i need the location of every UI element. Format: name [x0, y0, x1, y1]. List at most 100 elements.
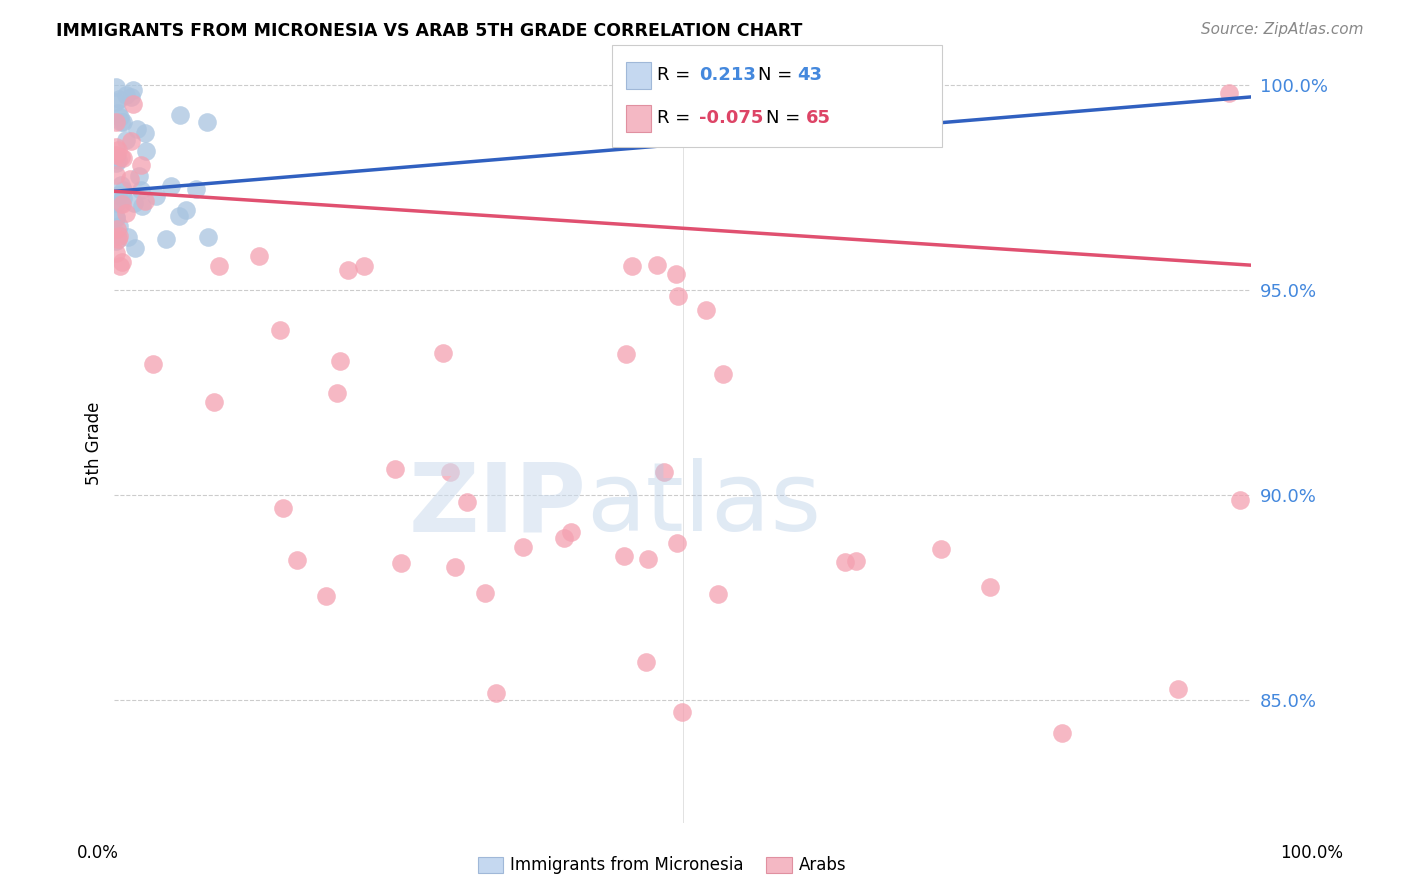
Point — [104, 246, 127, 260]
Point — [636, 655, 658, 669]
Point — [111, 151, 134, 165]
Point — [287, 553, 309, 567]
Point — [110, 178, 132, 192]
Point — [107, 143, 129, 157]
Point — [474, 586, 496, 600]
Text: -0.075: -0.075 — [699, 109, 763, 127]
Point — [107, 153, 129, 167]
Point — [269, 322, 291, 336]
Text: 100.0%: 100.0% — [1279, 844, 1343, 862]
Point — [155, 232, 177, 246]
Point — [115, 205, 138, 219]
Point — [142, 357, 165, 371]
Point — [122, 97, 145, 112]
Text: N =: N = — [766, 109, 806, 127]
Point — [129, 183, 152, 197]
Point — [120, 90, 142, 104]
Point — [108, 197, 131, 211]
Point — [105, 140, 128, 154]
Point — [105, 210, 128, 224]
Point — [695, 302, 717, 317]
Point — [160, 179, 183, 194]
Point — [121, 82, 143, 96]
Point — [111, 197, 134, 211]
Point — [128, 169, 150, 183]
Point — [560, 525, 582, 540]
Text: 0.213: 0.213 — [699, 66, 755, 84]
Point — [184, 182, 207, 196]
Point — [131, 199, 153, 213]
Point — [637, 552, 659, 566]
Text: 65: 65 — [806, 109, 831, 127]
Point — [145, 189, 167, 203]
Point — [105, 235, 128, 249]
Point — [120, 172, 142, 186]
Point — [124, 241, 146, 255]
Point — [120, 134, 142, 148]
Point — [195, 115, 218, 129]
Point — [621, 259, 644, 273]
Point — [711, 367, 734, 381]
Point — [104, 115, 127, 129]
Point — [666, 289, 689, 303]
Point — [134, 126, 156, 140]
Point — [834, 555, 856, 569]
Point — [315, 589, 337, 603]
Point — [107, 231, 129, 245]
Point — [110, 260, 132, 274]
Point — [104, 211, 127, 226]
Point — [706, 587, 728, 601]
Point — [111, 255, 134, 269]
Text: IMMIGRANTS FROM MICRONESIA VS ARAB 5TH GRADE CORRELATION CHART: IMMIGRANTS FROM MICRONESIA VS ARAB 5TH G… — [56, 22, 803, 40]
Point — [979, 580, 1001, 594]
Point — [110, 115, 132, 129]
Point — [652, 465, 675, 479]
Point — [432, 345, 454, 359]
Text: ZIP: ZIP — [408, 458, 586, 551]
Point — [125, 122, 148, 136]
Point — [105, 222, 128, 236]
Point — [485, 686, 508, 700]
Point — [1229, 493, 1251, 508]
Point — [389, 557, 412, 571]
Point — [107, 93, 129, 107]
Point — [115, 133, 138, 147]
Point — [114, 87, 136, 102]
Point — [271, 501, 294, 516]
Point — [111, 114, 134, 128]
Point — [444, 559, 467, 574]
Point — [353, 259, 375, 273]
Point — [247, 249, 270, 263]
Point — [108, 110, 131, 124]
Point — [122, 195, 145, 210]
Point — [337, 263, 360, 277]
Text: atlas: atlas — [586, 458, 821, 551]
Point — [1218, 86, 1240, 100]
Point — [439, 466, 461, 480]
Point — [329, 353, 352, 368]
Text: Source: ZipAtlas.com: Source: ZipAtlas.com — [1201, 22, 1364, 37]
Point — [197, 229, 219, 244]
Point — [107, 219, 129, 233]
Point — [107, 105, 129, 120]
Point — [614, 347, 637, 361]
Point — [135, 144, 157, 158]
Point — [104, 156, 127, 170]
Point — [134, 194, 156, 208]
Y-axis label: 5th Grade: 5th Grade — [86, 402, 103, 485]
Point — [107, 229, 129, 244]
Point — [111, 183, 134, 197]
Point — [202, 395, 225, 409]
Point — [208, 260, 231, 274]
Point — [104, 152, 127, 166]
Point — [553, 531, 575, 545]
Text: Arabs: Arabs — [799, 856, 846, 874]
Point — [107, 188, 129, 202]
Point — [1167, 681, 1189, 696]
Text: R =: R = — [657, 109, 696, 127]
Text: 43: 43 — [797, 66, 823, 84]
Text: Immigrants from Micronesia: Immigrants from Micronesia — [510, 856, 744, 874]
Point — [456, 495, 478, 509]
Point — [512, 540, 534, 554]
Point — [325, 385, 347, 400]
